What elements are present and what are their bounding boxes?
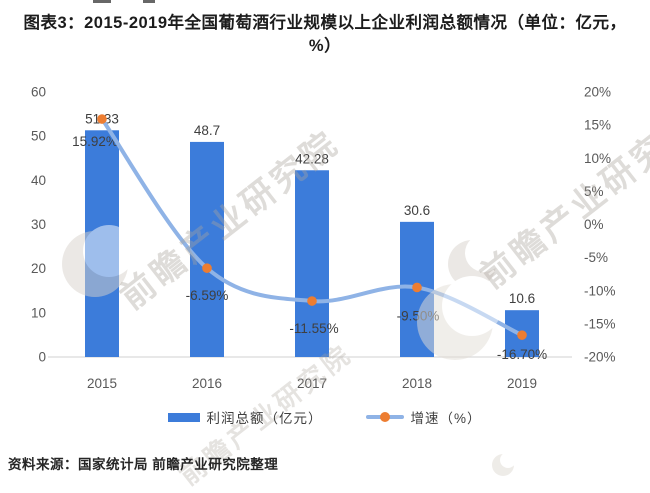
growth-marker-2015 [97,114,107,124]
x-axis-label: 2016 [192,376,222,391]
right-axis-tick: 20% [584,85,611,100]
legend-item-profit: 利润总额（亿元） [168,407,322,427]
growth-value-label: -11.55% [289,321,338,336]
growth-marker-2017 [307,296,317,306]
chart-title: 图表3：2015-2019年全国葡萄酒行业规模以上企业利润总额情况（单位：亿元，… [23,14,627,55]
bar-value-label: 10.6 [509,291,535,306]
left-axis-tick: 30 [31,217,46,232]
growth-value-label: 15.92% [72,134,118,149]
right-axis-tick: -10% [584,283,616,298]
growth-value-label: -9.50% [397,308,440,323]
right-axis-tick: 0% [584,217,604,232]
right-axis-tick: 15% [584,118,611,133]
crop-artifact [93,0,111,3]
x-axis-label: 2018 [402,376,432,391]
source-note: 资料来源：国家统计局 前瞻产业研究院整理 [8,457,279,472]
growth-value-label: -6.59% [186,288,229,303]
bar-2015 [85,130,119,357]
legend-label-profit: 利润总额（亿元） [206,411,323,426]
growth-marker-2018 [412,282,422,293]
bar-2016 [190,141,224,357]
right-axis-tick: 5% [584,184,604,199]
bar-2017 [295,170,329,357]
left-axis-tick: 40 [31,173,46,188]
x-axis-label: 2017 [297,376,327,391]
chart-legend: 利润总额（亿元） 增速（%） [0,407,650,427]
right-axis-tick: 10% [584,151,611,166]
growth-marker-2019 [517,330,527,340]
crop-artifact [143,0,155,3]
growth-value-label: -16.70% [497,347,547,362]
bar-value-label: 30.6 [404,203,430,218]
left-axis-tick: 10 [31,305,46,320]
growth-marker-2016 [202,263,212,273]
bar-series-swatch-icon [168,412,201,422]
marker-dot-icon [380,412,391,422]
legend-label-growth: 增速（%） [410,411,482,426]
left-axis-tick: 50 [31,129,46,144]
right-axis-tick: -5% [584,250,608,265]
x-axis-label: 2015 [87,376,117,391]
right-axis-tick: -20% [584,350,616,365]
legend-item-growth: 增速（%） [366,407,481,427]
bar-value-label: 42.28 [295,151,329,166]
left-axis-tick: 0 [38,350,46,365]
bar-value-label: 48.7 [194,123,220,138]
x-axis-label: 2019 [507,376,537,391]
right-axis-tick: -15% [584,316,616,331]
left-axis-tick: 20 [31,261,46,276]
left-axis-tick: 60 [31,85,46,100]
line-series-swatch-icon [366,412,405,422]
